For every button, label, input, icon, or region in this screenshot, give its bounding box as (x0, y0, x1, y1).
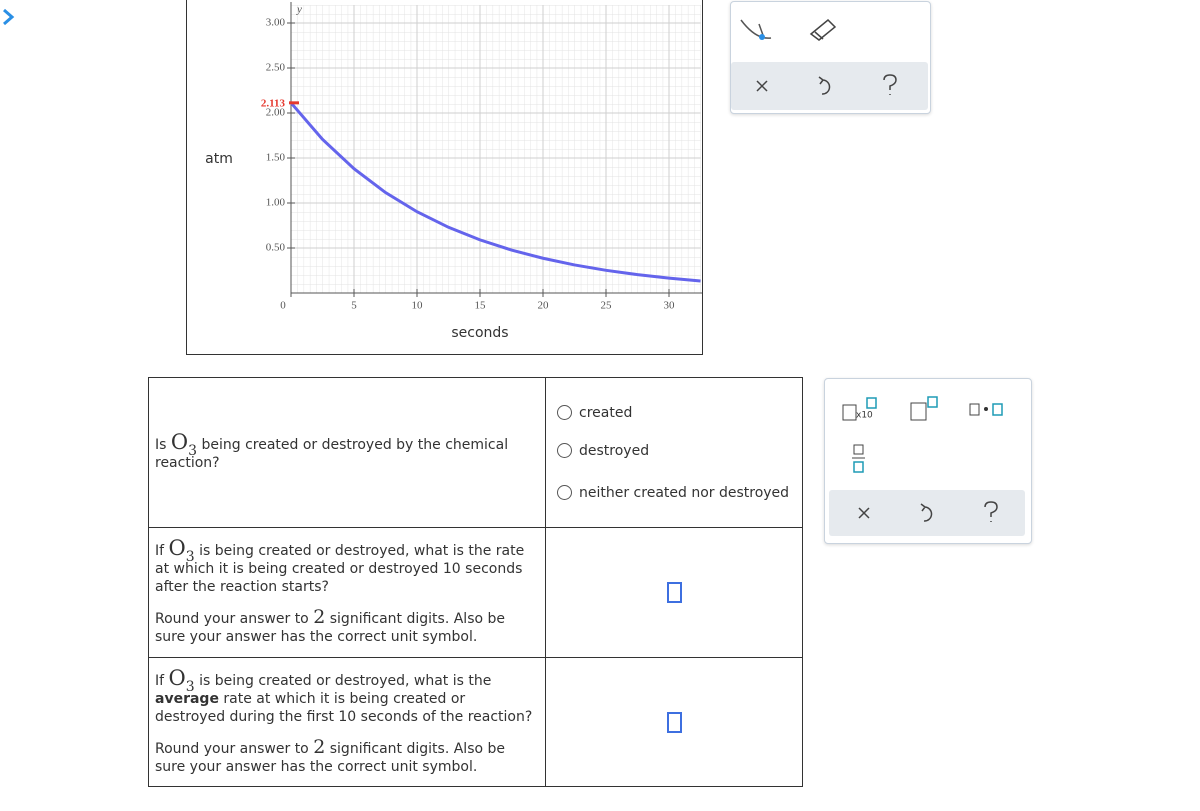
answer-1: created destroyed neither created nor de… (545, 377, 803, 528)
clear-button[interactable] (756, 80, 768, 92)
option[interactable]: destroyed (557, 442, 791, 460)
x-tick-label: 5 (351, 300, 357, 312)
minor-grid (291, 5, 701, 293)
y-tick-label: 1.00 (266, 197, 286, 209)
superscript-button[interactable] (910, 402, 927, 421)
palette-label: x10 (856, 411, 873, 421)
undo-button[interactable] (818, 76, 831, 95)
y-tick-label: 3.00 (266, 17, 286, 29)
chart: y atm seconds 0.50 1.00 1.50 2.00 2.50 3.00 0 5… (186, 0, 703, 355)
toolbar-actions (756, 74, 897, 95)
curve-tool[interactable] (740, 19, 772, 39)
unit-palette: x10 (824, 378, 1032, 544)
eraser-tool[interactable] (809, 18, 837, 41)
sci-notation-button[interactable] (842, 404, 857, 421)
data-line (289, 101, 701, 283)
y-tick-label: 2.50 (266, 62, 286, 74)
multiply-button[interactable] (969, 403, 980, 416)
toolbar-icons (740, 18, 837, 41)
answer-2 (545, 527, 803, 658)
y-tick-label: 0.50 (266, 242, 286, 254)
clear-button[interactable] (858, 507, 870, 519)
answer-input[interactable] (666, 582, 682, 603)
x-tick-label: 30 (664, 300, 676, 312)
option[interactable]: neither created nor destroyed (557, 484, 791, 502)
x-tick-label: 20 (538, 300, 550, 312)
x-tick-label: 15 (475, 300, 487, 312)
question-3: If O3 is being created or destroyed, wha… (148, 657, 546, 787)
undo-button[interactable] (920, 503, 933, 522)
graph-toolbar (730, 1, 931, 114)
answer-input[interactable] (666, 711, 682, 733)
question-2: If O3 is being created or destroyed, wha… (148, 527, 546, 658)
x-tick-label: 25 (601, 300, 613, 312)
help-button[interactable] (984, 501, 998, 522)
fraction-button[interactable] (853, 444, 864, 455)
y-tick-label: 1.50 (266, 152, 286, 164)
y-label: atm (205, 151, 233, 167)
axis-letter: y (296, 4, 302, 16)
x-label: seconds (451, 325, 508, 341)
y-tick-label: 2.00 (266, 107, 286, 119)
x-tick-label: 10 (412, 300, 424, 312)
x-tick-label: 0 (280, 300, 286, 312)
answer-3 (545, 657, 803, 787)
palette-actions (858, 501, 998, 522)
question-table: Is O3 being created or destroyed by the … (148, 377, 803, 787)
nav-button[interactable] (0, 0, 20, 34)
annotation-label: 2.113 (261, 97, 286, 109)
question-1: Is O3 being created or destroyed by the … (148, 377, 546, 528)
option[interactable]: created (557, 404, 791, 422)
palette-icons: x10 (842, 396, 1003, 473)
help-button[interactable] (883, 74, 897, 95)
